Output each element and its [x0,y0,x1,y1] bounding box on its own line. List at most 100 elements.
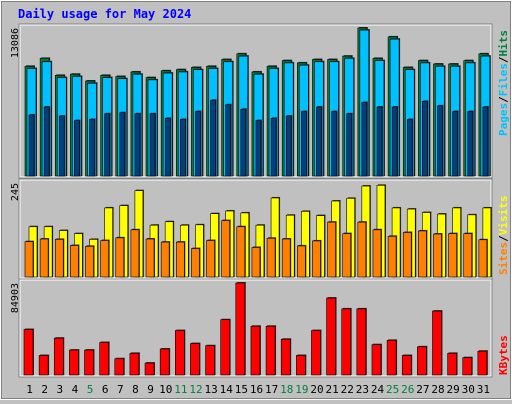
pages-bar-29 [452,111,458,177]
x-day-label-21: 21 [326,383,339,396]
x-day-label-24: 24 [371,383,385,396]
panel-inner-border-2 [19,279,492,377]
legend-item-pages: Pages [497,103,510,136]
x-day-label-1: 1 [26,383,33,396]
pages-bar-26 [406,119,413,177]
x-day-label-14: 14 [220,383,234,396]
sites-bar-13 [206,240,215,278]
x-day-label-28: 28 [431,383,444,396]
sites-bar-23 [357,221,367,278]
sites-bar-20 [312,240,321,278]
pages-bar-2 [43,106,50,177]
x-day-label-25: 25 [386,383,399,396]
sites-bar-14 [221,220,230,278]
x-day-label-7: 7 [117,383,124,396]
kbytes-bar-21 [326,297,336,376]
kbytes-bar-13 [205,345,215,376]
x-day-label-15: 15 [235,383,248,396]
kbytes-bar-30 [462,357,473,376]
pages-bar-24 [376,106,383,177]
pages-bar-15 [240,108,247,177]
x-day-label-22: 22 [341,383,354,396]
pages-bar-9 [149,113,156,177]
sites-bar-26 [402,232,412,278]
kbytes-bar-8 [129,353,140,376]
sites-bar-7 [115,237,125,278]
panel-inner-border-0 [19,24,492,178]
sites-bar-5 [85,246,94,278]
sites-bar-19 [297,245,306,278]
sites-bar-15 [236,226,246,278]
sites-bar-25 [387,236,397,278]
sites-bar-28 [433,233,442,278]
x-day-label-13: 13 [204,383,217,396]
x-day-label-30: 30 [462,383,475,396]
kbytes-bar-23 [356,308,367,376]
x-axis-day-labels: 1 2 3 4 5 6 7 8 9 10 11 12 13 14 15 16 17 18 19 20 21 22 23 24 2… [26,383,490,396]
pages-bar-6 [104,113,110,177]
x-day-label-12: 12 [189,383,202,396]
legend-kbytes: KBytes [497,335,510,375]
x-day-label-11: 11 [174,383,187,396]
kbytes-bar-17 [265,325,276,376]
pages-bar-3 [58,115,65,177]
kbytes-bar-5 [84,349,94,376]
pages-bar-18 [285,115,292,177]
pages-bar-14 [225,104,231,177]
kbytes-bar-6 [99,342,109,376]
sites-bar-11 [175,241,185,278]
legend-requests: Pages/Files/Hits [497,30,510,136]
pages-bar-1 [28,114,35,177]
x-day-label-9: 9 [147,383,154,396]
y-max-label-kbytes: 84903 [10,283,21,313]
pages-bar-12 [195,111,201,177]
y-max-label-visitors: 245 [10,183,21,201]
panel-frames [18,23,493,378]
kbytes-bar-11 [174,330,185,376]
x-day-label-16: 16 [250,383,263,396]
legend-item-files: Files [497,63,510,96]
sites-bar-2 [39,238,49,278]
kbytes-bar-3 [53,337,64,376]
kbytes-bar-27 [417,346,427,376]
x-day-label-4: 4 [72,383,79,396]
kbytes-bar-28 [432,310,442,376]
pages-bar-5 [89,119,95,177]
x-day-label-23: 23 [356,383,369,396]
kbytes-bar-14 [220,319,230,376]
kbytes-bar-18 [280,338,291,376]
kbytes-bar-15 [235,282,246,376]
pages-bar-19 [301,111,307,177]
sites-bar-6 [100,240,109,278]
pages-bar-11 [179,119,186,177]
sites-bar-17 [266,237,276,278]
legend-item-separator: / [497,235,510,242]
pages-bar-7 [119,112,126,177]
sites-bar-24 [372,229,382,278]
pages-bar-28 [437,105,443,177]
pages-bar-8 [134,113,141,177]
pages-bar-25 [391,106,398,177]
kbytes-bar-12 [190,343,200,376]
x-day-label-5: 5 [87,383,94,396]
legend-item-sites: Sites [497,242,510,275]
kbytes-bar-31 [477,350,488,376]
x-day-label-18: 18 [280,383,293,396]
sites-bar-12 [191,248,200,278]
kbytes-bar-4 [69,349,79,376]
sites-bar-31 [478,239,488,278]
sites-bar-9 [145,238,155,278]
x-day-label-10: 10 [159,383,172,396]
kbytes-bar-1 [23,329,34,376]
legend-item-separator: / [497,96,510,103]
sites-bar-8 [130,229,140,278]
legend-item-hits: Hits [497,30,510,57]
pages-bar-23 [361,102,368,177]
sites-bar-3 [54,239,64,278]
sites-bar-29 [448,233,457,278]
kbytes-bar-9 [144,362,155,376]
